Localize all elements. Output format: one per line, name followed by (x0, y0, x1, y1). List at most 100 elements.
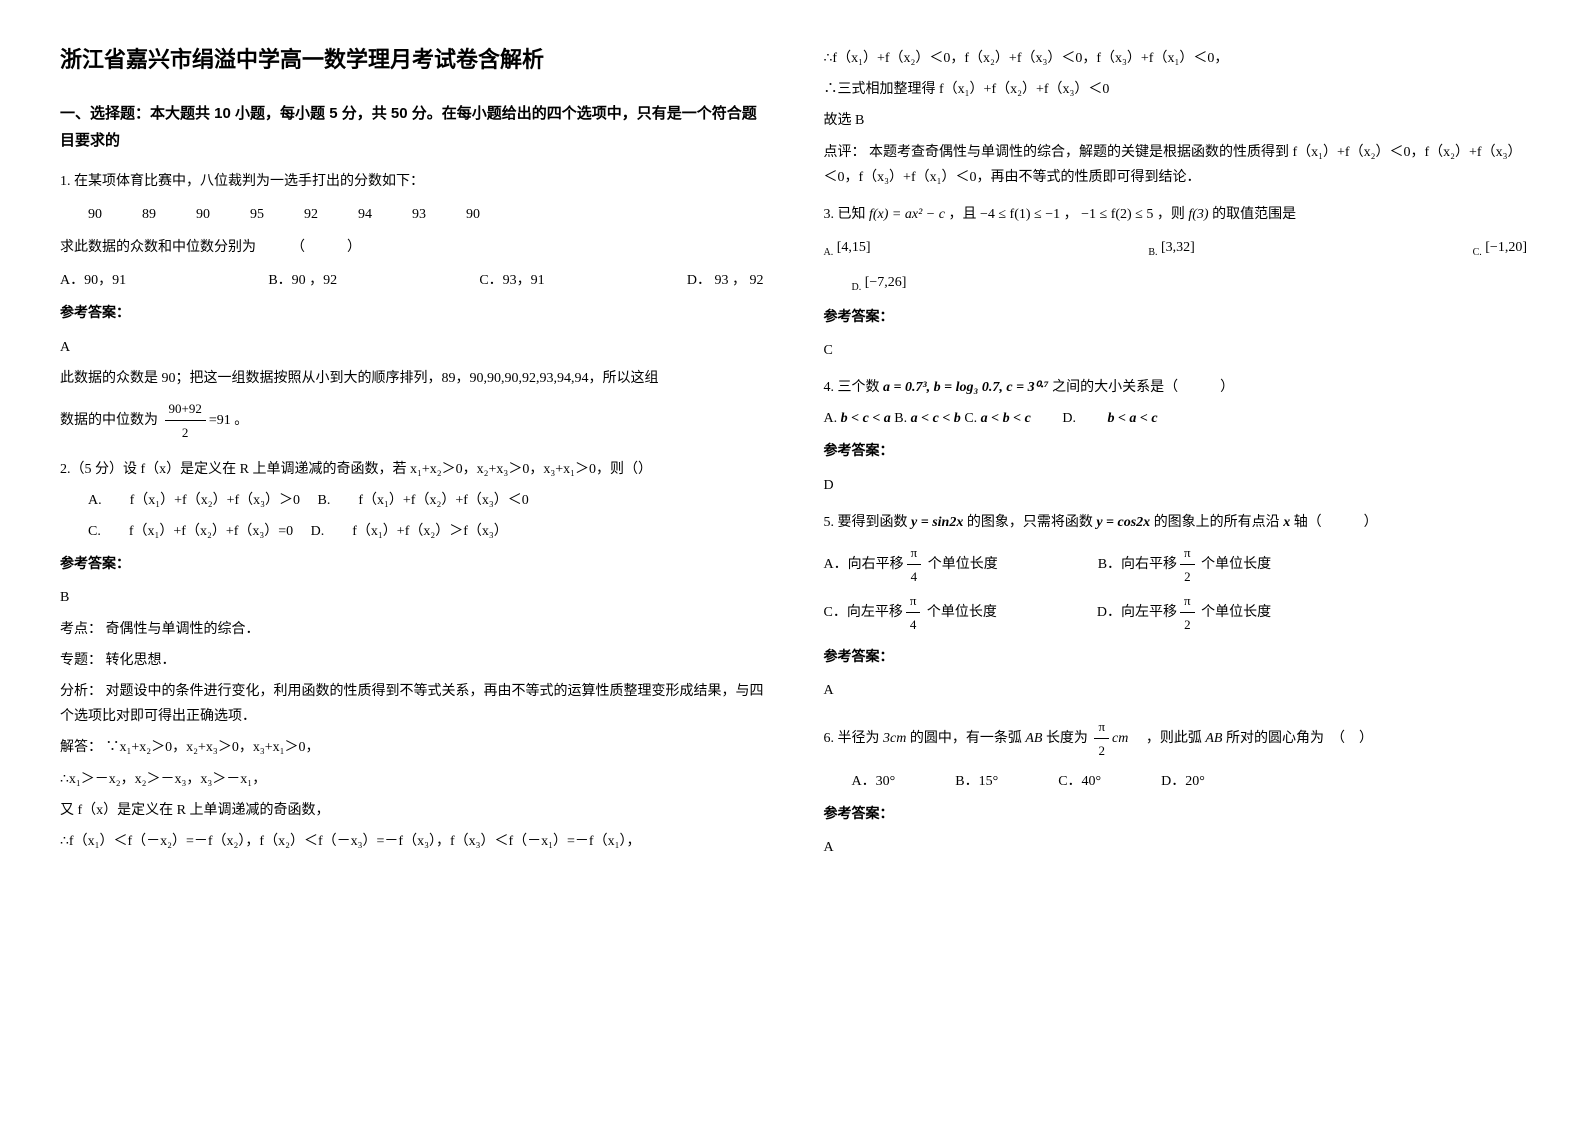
q4-d: b < a < c (1107, 411, 1157, 426)
q5-row-cd: C．向左平移π4 个单位长度 D．向左平移π2 个单位长度 (824, 589, 1528, 637)
q4-choices: A. b < c < a B. a < c < b C. a < b < c D… (824, 406, 1528, 431)
q1-explain-1: 此数据的众数是 90；把这一组数据按照从小到大的顺序排列，89，90,90,90… (60, 366, 764, 391)
q6-answer: A (824, 835, 1528, 860)
score: 93 (412, 202, 426, 227)
q1-stem: 1. 在某项体育比赛中，八位裁判为一选手打出的分数如下： (60, 169, 764, 194)
q5-tail: 轴（ ） (1294, 515, 1378, 530)
q5-post: 的图象上的所有点沿 (1154, 515, 1280, 530)
q1-choices: A．90，91 B．90 ，92 C．93，91 D． 93 ， 92 (60, 268, 764, 293)
q2-dp: 点评： 本题考查奇偶性与单调性的综合，解题的关键是根据函数的性质得到 f（x₁）… (824, 140, 1528, 190)
q1-expl2-pre: 数据的中位数为 (60, 413, 158, 428)
q4-answer: D (824, 473, 1528, 498)
answer-label: 参考答案： (824, 802, 1528, 827)
answer-label: 参考答案： (824, 305, 1528, 330)
q1-choice-d: D． 93 ， 92 (687, 268, 764, 293)
q2-col2-3: 故选 B (824, 108, 1528, 133)
score: 92 (304, 202, 318, 227)
q1-choice-a: A．90，91 (60, 268, 126, 293)
q6-choice-c: C．40° (1058, 769, 1101, 794)
q2-ja2: ∴x₁＞－x₂，x₂＞－x₃，x₃＞－x₁， (60, 767, 764, 792)
q2-ja4: ∴f（x₁）＜f（－x₂）=－f（x₂），f（x₂）＜f（－x₃）=－f（x₃）… (60, 829, 764, 854)
answer-label: 参考答案： (60, 552, 764, 577)
answer-label: 参考答案： (60, 301, 764, 326)
fraction: π 2 (1094, 715, 1109, 763)
left-column: 浙江省嘉兴市绢溢中学高一数学理月考试卷含解析 一、选择题：本大题共 10 小题，… (60, 40, 764, 872)
q5-choice-b: B．向右平移π2 个单位长度 (1098, 541, 1271, 589)
q4-pre: 4. 三个数 (824, 380, 880, 395)
q3-stem: 3. 已知 f(x) = ax² − c ，且 −4 ≤ f(1) ≤ −1 ，… (824, 202, 1528, 227)
question-4: 4. 三个数 a = 0.7³, b = log₃ 0.7, c = 3⁰·⁷ … (824, 375, 1528, 498)
q6-stem: 6. 半径为 3cm 的圆中，有一条弧 AB 长度为 π 2 cm ，则此弧 A… (824, 715, 1528, 763)
q3-row-d: D. [−7,26] (852, 270, 1528, 297)
q6-r: 3cm (883, 731, 906, 746)
q3-cond1: −4 ≤ f(1) ≤ −1 (980, 207, 1060, 222)
q4-b-label: B. (894, 411, 910, 426)
q5-pre: 5. 要得到函数 (824, 515, 908, 530)
q1-expl2-end: 。 (234, 413, 248, 428)
q5-row-ab: A．向右平移π4 个单位长度 B．向右平移π2 个单位长度 (824, 541, 1528, 589)
q4-post: 之间的大小关系是（ ） (1052, 380, 1234, 395)
q6-choice-a: A．30° (852, 769, 896, 794)
q4-a: b < c < a (841, 411, 891, 426)
q5-choice-a: A．向右平移π4 个单位长度 (824, 541, 998, 589)
q5-y2: y = cos2x (1096, 515, 1150, 530)
q3-d: [−7,26] (865, 275, 907, 290)
score: 94 (358, 202, 372, 227)
q5-choice-c: C．向左平移π4 个单位长度 (824, 589, 997, 637)
q2-col2-2: ∴三式相加整理得 f（x₁）+f（x₂）+f（x₃）＜0 (824, 77, 1528, 102)
question-6: 6. 半径为 3cm 的圆中，有一条弧 AB 长度为 π 2 cm ，则此弧 A… (824, 715, 1528, 860)
q2-col2-1: ∴f（x₁）+f（x₂）＜0，f（x₂）+f（x₃）＜0，f（x₃）+f（x₁）… (824, 46, 1528, 71)
q4-c-label: C. (964, 411, 980, 426)
q6-unit: cm (1112, 731, 1128, 746)
question-3: 3. 已知 f(x) = ax² − c ，且 −4 ≤ f(1) ≤ −1 ，… (824, 202, 1528, 363)
q2-stem: 2.（5 分）设 f（x）是定义在 R 上单调递减的奇函数，若 x₁+x₂＞0，… (60, 457, 764, 482)
q6-post: 所对的圆心角为 （ ） (1226, 731, 1373, 746)
q5-y1: y = sin2x (911, 515, 963, 530)
q3-mid1: ，且 (948, 207, 976, 222)
q6-mid3: ，则此弧 (1132, 731, 1202, 746)
q4-d-label: D. (1034, 411, 1104, 426)
q2-ja1: 解答： ∵x₁+x₂＞0，x₂+x₃＞0，x₃+x₁＞0， (60, 735, 764, 760)
q4-b: a < c < b (911, 411, 961, 426)
q1-choice-b: B．90 ，92 (268, 268, 337, 293)
q2-kd: 考点： 奇偶性与单调性的综合． (60, 617, 764, 642)
q6-choices: A．30° B．15° C．40° D．20° (852, 769, 1528, 794)
q2-fx: 分析： 对题设中的条件进行变化，利用函数的性质得到不等式关系，再由不等式的运算性… (60, 679, 764, 729)
section-heading: 一、选择题：本大题共 10 小题，每小题 5 分，共 50 分。在每小题给出的四… (60, 100, 764, 154)
score: 95 (250, 202, 264, 227)
q3-row-abc: A. [4,15] B. [3,32] C. [−1,20] (824, 235, 1528, 262)
q5-stem: 5. 要得到函数 y = sin2x 的图象，只需将函数 y = cos2x 的… (824, 510, 1528, 535)
q3-choice-a: A. [4,15] (824, 235, 871, 262)
question-2: 2.（5 分）设 f（x）是定义在 R 上单调递减的奇函数，若 x₁+x₂＞0，… (60, 457, 764, 854)
score: 89 (142, 202, 156, 227)
q4-stem: 4. 三个数 a = 0.7³, b = log₃ 0.7, c = 3⁰·⁷ … (824, 375, 1528, 400)
numerator: 90+92 (165, 397, 206, 421)
q1-explain-2: 数据的中位数为 90+92 2 =91 。 (60, 397, 764, 445)
q3-d-label: D. (852, 282, 862, 293)
q6-choice-b: B．15° (955, 769, 998, 794)
q6-ab2: AB (1205, 731, 1222, 746)
q2-ja3: 又 f（x）是定义在 R 上单调递减的奇函数， (60, 798, 764, 823)
right-column: ∴f（x₁）+f（x₂）＜0，f（x₂）+f（x₃）＜0，f（x₃）+f（x₁）… (824, 40, 1528, 872)
q3-choice-c: C. [−1,20] (1473, 235, 1527, 262)
q1-choice-c: C．93，91 (479, 268, 544, 293)
q4-a-label: A. (824, 411, 841, 426)
q2-row-ab: A. f（x₁）+f（x₂）+f（x₃）＞0 B. f（x₁）+f（x₂）+f（… (88, 488, 764, 513)
q3-choice-b: B. [3,32] (1148, 235, 1195, 262)
q2-zt: 专题： 转化思想． (60, 648, 764, 673)
q5-choice-d: D．向左平移π2 个单位长度 (1097, 589, 1271, 637)
answer-label: 参考答案： (824, 439, 1528, 464)
q6-ab1: AB (1025, 731, 1042, 746)
q2-answer: B (60, 585, 764, 610)
q2-choice-a: A. f（x₁）+f（x₂）+f（x₃）＞0 (88, 493, 300, 508)
q3-post: 的取值范围是 (1212, 207, 1296, 222)
q1-prompt: 求此数据的众数和中位数分别为 （ ） (60, 235, 764, 260)
score: 90 (88, 202, 102, 227)
q3-mid2: ， (1064, 207, 1078, 222)
q5-mid: 的图象，只需将函数 (967, 515, 1093, 530)
q3-cond2: −1 ≤ f(2) ≤ 5 (1081, 207, 1153, 222)
doc-title: 浙江省嘉兴市绢溢中学高一数学理月考试卷含解析 (60, 40, 764, 80)
q5-answer: A (824, 678, 1528, 703)
answer-label: 参考答案： (824, 645, 1528, 670)
q2-choice-c: C. f（x₁）+f（x₂）+f（x₃）=0 (88, 524, 293, 539)
